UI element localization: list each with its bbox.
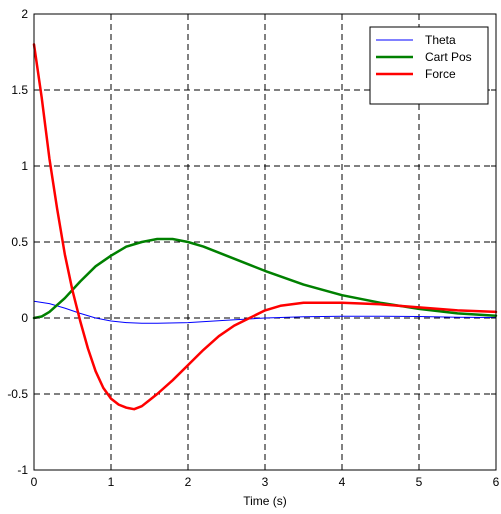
x-tick-label: 1 [108,475,115,489]
y-tick-label: 1.5 [11,83,28,97]
legend: Theta Cart Pos Force [369,26,489,105]
y-tick-label: 2 [21,7,28,21]
x-axis-title: Time (s) [243,494,287,508]
x-tick-label: 6 [493,475,500,489]
legend-label-theta: Theta [425,33,456,47]
x-tick-label: 4 [339,475,346,489]
y-tick-label: 0 [21,311,28,325]
y-tick-label: -1 [17,463,28,477]
y-tick-label: -0.5 [7,387,28,401]
legend-label-cart-pos: Cart Pos [425,50,472,64]
legend-label-force: Force [425,67,456,81]
series-line-force [32,43,498,411]
ticks: 0 1 2 3 4 5 6 -1 -0.5 0 0.5 1 1.5 2 [7,7,499,489]
x-tick-label: 2 [185,475,192,489]
x-tick-label: 0 [31,475,38,489]
y-tick-label: 0.5 [11,235,28,249]
x-tick-label: 3 [262,475,269,489]
grid [34,14,496,470]
series-layer [32,43,498,411]
y-tick-label: 1 [21,159,28,173]
x-tick-label: 5 [416,475,423,489]
